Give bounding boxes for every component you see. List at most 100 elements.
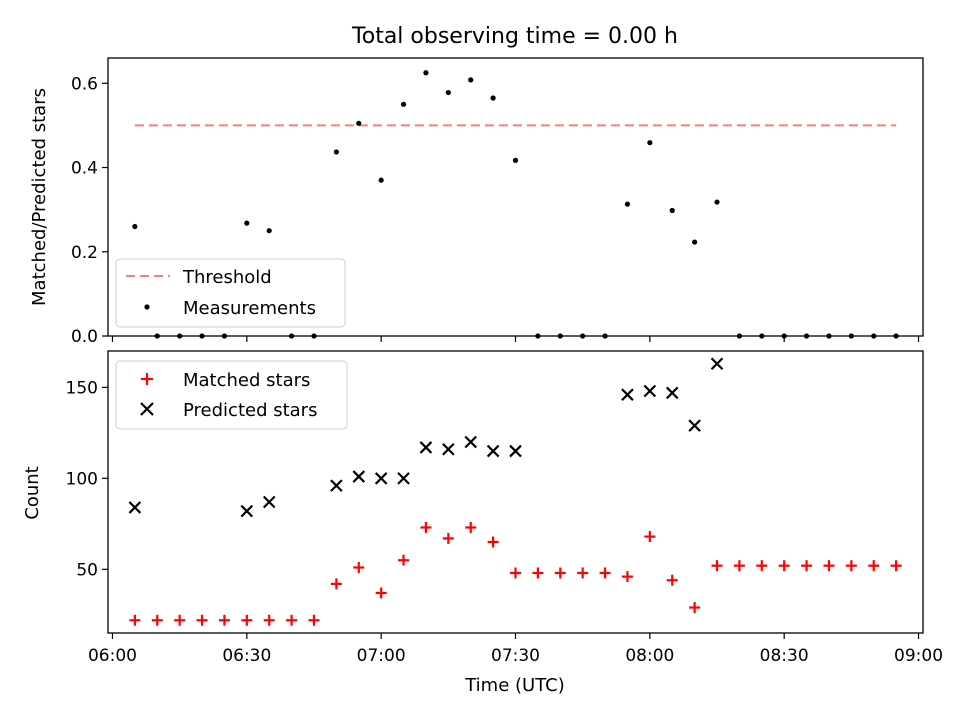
predicted-stars-point-b: [643, 384, 657, 398]
matched-stars-point: [308, 614, 320, 626]
matched-stars-point: [599, 567, 611, 579]
bottom-y-tick-label: 100: [66, 469, 98, 489]
predicted-stars-point: [374, 472, 388, 485]
measurement-point: [468, 77, 474, 83]
measurements-legend-label: Measurements: [183, 298, 316, 319]
matched-stars-point: [845, 560, 857, 572]
x-tick-label: 07:30: [491, 646, 540, 666]
predicted-stars-point: [509, 444, 522, 458]
predicted-stars-point: [352, 470, 366, 483]
matched-stars-point: [420, 521, 432, 533]
measurement-point: [333, 149, 339, 155]
predicted-stars-point: [643, 384, 657, 398]
x-tick-label: 06:30: [222, 646, 271, 666]
predicted-stars-point: [419, 441, 433, 454]
top-legend-box: [115, 258, 346, 328]
predicted-stars-point: [240, 504, 254, 518]
measurement-point: [132, 223, 138, 230]
measurement-point: [423, 70, 429, 76]
top-y-axis-label: Matched/Predicted stars: [29, 88, 50, 306]
x-tick-label: 09:00: [894, 646, 943, 666]
predicted-stars-point-b: [330, 479, 343, 492]
measurement-point: [669, 207, 675, 214]
matched-stars-point: [465, 521, 477, 533]
threshold-legend-label: Threshold: [182, 267, 272, 288]
predicted-stars-point-b: [464, 435, 477, 449]
matched-stars-point: [778, 560, 790, 572]
top-y-tick-label: 0.6: [71, 74, 98, 94]
predicted-stars-point-b: [710, 357, 724, 371]
predicted-stars-point: [397, 472, 410, 485]
predicted-stars-point: [486, 444, 500, 458]
matched-stars-point: [868, 560, 880, 572]
measurement-point: [400, 101, 407, 107]
matched-stars-point: [577, 567, 589, 579]
matched-stars-point: [241, 614, 253, 626]
matched-stars-point: [286, 614, 298, 626]
predicted-stars-point-b: [128, 501, 142, 514]
matched-stars-point: [756, 560, 768, 572]
matched-stars-point: [129, 614, 141, 626]
matched-stars-point: [890, 560, 902, 572]
predicted-stars-point-b: [665, 386, 679, 400]
matched-stars-legend-label: Matched stars: [183, 370, 310, 391]
matched-stars-point: [263, 614, 275, 626]
matched-stars-point: [218, 614, 230, 626]
top-y-tick-label: 0.2: [71, 243, 98, 263]
bottom-legend: Matched stars Predicted stars: [115, 360, 348, 430]
x-tick-label: 07:00: [357, 646, 406, 666]
top-legend: Threshold Measurements: [115, 258, 346, 328]
bottom-y-axis-label: Count: [22, 466, 43, 519]
measurement-point: [624, 201, 631, 207]
predicted-stars-point: [128, 501, 142, 514]
matched-stars-point: [733, 560, 745, 572]
predicted-stars-point: [464, 435, 477, 449]
matched-stars-point: [487, 536, 499, 548]
matched-stars-point: [174, 614, 186, 626]
matched-stars-point: [375, 587, 387, 599]
measurements-legend-marker: [144, 304, 150, 310]
predicted-stars-point-b: [419, 441, 433, 454]
predicted-stars-point: [621, 388, 634, 401]
matched-stars-legend-marker: [141, 373, 153, 385]
predicted-stars-point-b: [352, 470, 366, 483]
predicted-stars-point: [688, 419, 701, 432]
matched-stars-point: [621, 571, 633, 583]
matched-stars-point: [823, 560, 835, 572]
x-tick-label: 08:00: [625, 646, 674, 666]
measurement-point: [356, 120, 362, 126]
matched-stars-point: [398, 554, 410, 566]
matched-stars-point: [666, 574, 678, 586]
measurement-point: [445, 89, 451, 96]
matched-stars-point: [711, 560, 723, 572]
matched-stars-point: [644, 531, 656, 543]
predicted-stars-point: [710, 357, 724, 371]
matched-stars-point: [532, 567, 544, 579]
matched-stars-point: [196, 614, 208, 626]
measurement-point: [490, 95, 496, 101]
predicted-stars-point-b: [509, 444, 522, 458]
top-y-tick-label: 0.0: [71, 327, 98, 347]
predicted-stars-point: [442, 442, 455, 456]
predicted-stars-point-b: [374, 472, 388, 485]
chart-title: Total observing time = 0.00 h: [351, 24, 678, 49]
matched-stars-point: [353, 562, 365, 574]
matched-stars-point: [689, 602, 701, 614]
top-y-axis: 0.0 0.2 0.4 0.6: [71, 74, 108, 347]
measurement-point: [378, 177, 384, 183]
predicted-stars-point-b: [621, 388, 634, 401]
top-plot-area: [132, 70, 899, 339]
predicted-stars-point: [330, 479, 343, 492]
bottom-y-axis: 50 100 150: [66, 378, 108, 580]
matched-stars-point: [554, 567, 566, 579]
bottom-legend-box: [115, 360, 348, 430]
x-tick-label: 08:30: [760, 646, 809, 666]
matched-stars-point: [151, 614, 163, 626]
predicted-stars-point-b: [240, 504, 254, 518]
matched-stars-point: [510, 567, 521, 579]
predicted-stars-point: [665, 386, 679, 400]
predicted-stars-point-b: [397, 472, 410, 485]
predicted-stars-legend-marker: [140, 402, 154, 416]
